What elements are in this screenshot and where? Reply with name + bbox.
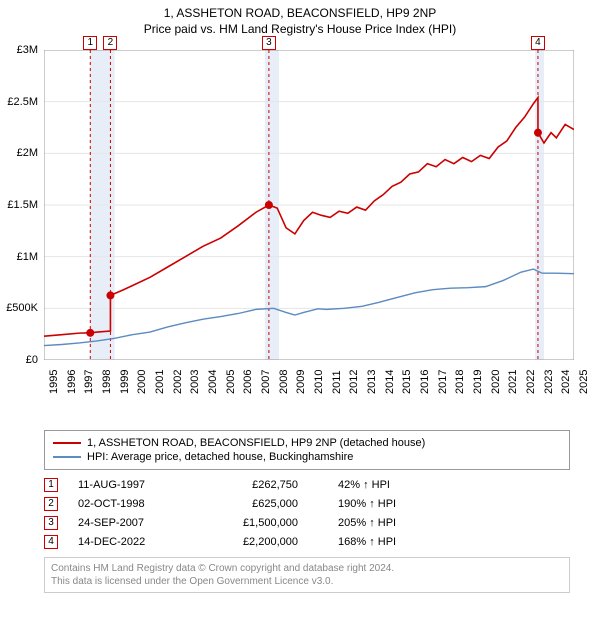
x-tick-label: 2022 [525, 370, 537, 394]
x-tick-label: 2021 [507, 370, 519, 394]
x-tick-label: 2003 [189, 370, 201, 394]
sale-date: 14-DEC-2022 [78, 536, 188, 548]
x-tick-label: 1999 [119, 370, 131, 394]
y-tick-label: £1M [2, 251, 38, 263]
x-tick-label: 2024 [560, 370, 572, 394]
x-tick-label: 2011 [331, 370, 343, 394]
sale-number-box: 1 [44, 478, 58, 492]
sale-date: 24-SEP-2007 [78, 517, 188, 529]
legend-label: 1, ASSHETON ROAD, BEACONSFIELD, HP9 2NP … [87, 437, 425, 449]
x-tick-label: 2018 [454, 370, 466, 394]
x-tick-label: 2016 [419, 370, 431, 394]
footer-line1: Contains HM Land Registry data © Crown c… [51, 562, 563, 575]
sale-pct: 205% ↑ HPI [338, 517, 396, 529]
sale-price: £2,200,000 [188, 536, 298, 548]
legend-row: HPI: Average price, detached house, Buck… [53, 451, 561, 463]
sale-row: 3 24-SEP-2007£1,500,000 205% ↑ HPI [44, 516, 570, 530]
sale-marker-box: 1 [83, 36, 97, 50]
x-tick-label: 2023 [543, 370, 555, 394]
x-tick-label: 2000 [136, 370, 148, 394]
x-tick-label: 2013 [366, 370, 378, 394]
x-tick-label: 1997 [83, 370, 95, 394]
x-tick-label: 2005 [225, 370, 237, 394]
sale-number-box: 3 [44, 516, 58, 530]
x-tick-label: 2015 [401, 370, 413, 394]
x-tick-label: 2008 [278, 370, 290, 394]
sale-number-box: 2 [44, 497, 58, 511]
y-tick-label: £0 [2, 354, 38, 366]
x-tick-label: 2002 [172, 370, 184, 394]
legend-label: HPI: Average price, detached house, Buck… [87, 451, 353, 463]
sale-date: 11-AUG-1997 [78, 479, 188, 491]
sale-marker-box: 3 [262, 36, 276, 50]
title-subtitle: Price paid vs. HM Land Registry's House … [0, 22, 600, 36]
title-address: 1, ASSHETON ROAD, BEACONSFIELD, HP9 2NP [0, 6, 600, 20]
y-tick-label: £3M [2, 44, 38, 56]
sale-number-box: 4 [44, 535, 58, 549]
x-tick-label: 1998 [101, 370, 113, 394]
x-tick-label: 1995 [48, 370, 60, 394]
y-tick-label: £1.5M [2, 199, 38, 211]
x-tick-label: 2007 [260, 370, 272, 394]
sale-row: 4 14-DEC-2022£2,200,000 168% ↑ HPI [44, 535, 570, 549]
x-tick-label: 2001 [154, 370, 166, 394]
x-tick-label: 2010 [313, 370, 325, 394]
sale-price: £1,500,000 [188, 517, 298, 529]
sale-pct: 42% ↑ HPI [338, 479, 390, 491]
x-tick-label: 2020 [490, 370, 502, 394]
legend-line-icon [53, 442, 81, 444]
x-tick-label: 2025 [578, 370, 590, 394]
sale-date: 02-OCT-1998 [78, 498, 188, 510]
sale-marker-box: 2 [103, 36, 117, 50]
x-tick-label: 2004 [207, 370, 219, 394]
x-tick-label: 2009 [295, 370, 307, 394]
x-tick-label: 1996 [66, 370, 78, 394]
y-tick-label: £2.5M [2, 96, 38, 108]
y-tick-label: £500K [2, 302, 38, 314]
x-tick-label: 2012 [348, 370, 360, 394]
sale-pct: 190% ↑ HPI [338, 498, 396, 510]
legend: 1, ASSHETON ROAD, BEACONSFIELD, HP9 2NP … [44, 430, 570, 470]
attribution-footer: Contains HM Land Registry data © Crown c… [44, 557, 570, 593]
x-tick-label: 2017 [437, 370, 449, 394]
x-tick-label: 2006 [242, 370, 254, 394]
x-tick-label: 2019 [472, 370, 484, 394]
legend-row: 1, ASSHETON ROAD, BEACONSFIELD, HP9 2NP … [53, 437, 561, 449]
sale-row: 1 11-AUG-1997£262,750 42% ↑ HPI [44, 478, 570, 492]
chart-svg [44, 50, 574, 360]
sale-pct: 168% ↑ HPI [338, 536, 396, 548]
y-tick-label: £2M [2, 147, 38, 159]
chart-area: £0 £500K £1M £1.5M £2M £2.5M £3M 1995 1996 1997 19… [0, 36, 600, 426]
sale-row: 2 02-OCT-1998£625,000 190% ↑ HPI [44, 497, 570, 511]
chart-titles: 1, ASSHETON ROAD, BEACONSFIELD, HP9 2NP … [0, 0, 600, 36]
sale-marker-box: 4 [531, 36, 545, 50]
sale-price: £625,000 [188, 498, 298, 510]
sales-table: 1 11-AUG-1997£262,750 42% ↑ HPI 2 02-OCT-199… [44, 478, 570, 549]
legend-line-icon [53, 456, 81, 458]
x-tick-label: 2014 [384, 370, 396, 394]
sale-price: £262,750 [188, 479, 298, 491]
footer-line2: This data is licensed under the Open Gov… [51, 575, 563, 588]
container: 1, ASSHETON ROAD, BEACONSFIELD, HP9 2NP … [0, 0, 600, 593]
